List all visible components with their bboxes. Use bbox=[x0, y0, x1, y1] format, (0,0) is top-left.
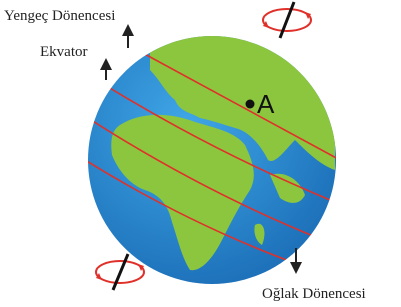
point-label: A bbox=[257, 89, 275, 119]
rotation-icon-bottom bbox=[96, 254, 144, 290]
tropic-of-capricorn-label: Oğlak Dönencesi bbox=[262, 286, 366, 302]
rotation-icon-top bbox=[263, 2, 311, 38]
globe-diagram: A Yengeç Dönencesi Ekvator Oğlak Dönence… bbox=[0, 0, 401, 307]
point-a-dot bbox=[246, 100, 255, 109]
equator-label: Ekvator bbox=[40, 44, 87, 60]
tropic-of-cancer-label: Yengeç Dönencesi bbox=[4, 8, 115, 24]
